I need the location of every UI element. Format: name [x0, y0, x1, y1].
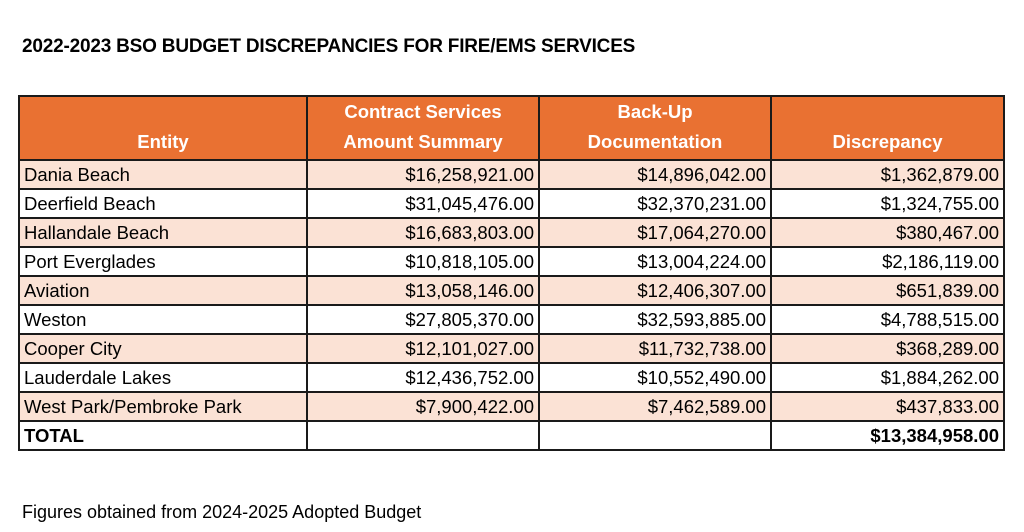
total-backup — [538, 420, 772, 451]
backup-cell: $14,896,042.00 — [538, 159, 772, 190]
discrepancy-cell: $380,467.00 — [770, 217, 1005, 248]
backup-cell: $13,004,224.00 — [538, 246, 772, 277]
table-row: Hallandale Beach $16,683,803.00 $17,064,27… — [18, 217, 1005, 248]
header-contract: Contract Services Amount Summary — [306, 95, 540, 161]
backup-cell: $12,406,307.00 — [538, 275, 772, 306]
budget-table: Entity Contract Services Amount Summary B… — [18, 95, 1005, 451]
total-label: TOTAL — [18, 420, 308, 451]
contract-cell: $16,258,921.00 — [306, 159, 540, 190]
header-discrepancy: Discrepancy — [770, 95, 1005, 161]
backup-cell: $32,593,885.00 — [538, 304, 772, 335]
discrepancy-cell: $437,833.00 — [770, 391, 1005, 422]
entity-cell: Deerfield Beach — [18, 188, 308, 219]
backup-cell: $32,370,231.00 — [538, 188, 772, 219]
contract-cell: $27,805,370.00 — [306, 304, 540, 335]
backup-cell: $7,462,589.00 — [538, 391, 772, 422]
contract-cell: $10,818,105.00 — [306, 246, 540, 277]
table-row: Port Everglades $10,818,105.00 $13,004,224… — [18, 246, 1005, 277]
backup-cell: $10,552,490.00 — [538, 362, 772, 393]
header-row: Entity Contract Services Amount Summary B… — [18, 95, 1005, 161]
contract-cell: $12,101,027.00 — [306, 333, 540, 364]
entity-cell: Cooper City — [18, 333, 308, 364]
backup-cell: $17,064,270.00 — [538, 217, 772, 248]
header-contract-line2: Amount Summary — [343, 131, 503, 152]
contract-cell: $13,058,146.00 — [306, 275, 540, 306]
entity-cell: Hallandale Beach — [18, 217, 308, 248]
entity-cell: Port Everglades — [18, 246, 308, 277]
entity-cell: Dania Beach — [18, 159, 308, 190]
contract-cell: $31,045,476.00 — [306, 188, 540, 219]
table-row: West Park/Pembroke Park $7,900,422.00 $7,4… — [18, 391, 1005, 422]
discrepancy-cell: $651,839.00 — [770, 275, 1005, 306]
discrepancy-cell: $1,324,755.00 — [770, 188, 1005, 219]
discrepancy-cell: $1,884,262.00 — [770, 362, 1005, 393]
table-row: Aviation $13,058,146.00 $12,406,307.00 $651… — [18, 275, 1005, 306]
backup-cell: $11,732,738.00 — [538, 333, 772, 364]
header-backup-line1: Back-Up — [617, 101, 693, 122]
contract-cell: $7,900,422.00 — [306, 391, 540, 422]
header-contract-line1: Contract Services — [344, 101, 502, 122]
contract-cell: $16,683,803.00 — [306, 217, 540, 248]
discrepancy-cell: $4,788,515.00 — [770, 304, 1005, 335]
entity-cell: Aviation — [18, 275, 308, 306]
table-row: Weston $27,805,370.00 $32,593,885.00 $4,788… — [18, 304, 1005, 335]
contract-cell: $12,436,752.00 — [306, 362, 540, 393]
table-row: Deerfield Beach $31,045,476.00 $32,370,231… — [18, 188, 1005, 219]
header-entity: Entity — [18, 95, 308, 161]
table-row: Lauderdale Lakes $12,436,752.00 $10,552,49… — [18, 362, 1005, 393]
entity-cell: Lauderdale Lakes — [18, 362, 308, 393]
table-row: Cooper City $12,101,027.00 $11,732,738.00 $… — [18, 333, 1005, 364]
discrepancy-cell: $1,362,879.00 — [770, 159, 1005, 190]
total-discrepancy: $13,384,958.00 — [770, 420, 1005, 451]
footnote: Figures obtained from 2024-2025 Adopted … — [22, 502, 422, 522]
entity-cell: Weston — [18, 304, 308, 335]
header-backup-line2: Documentation — [587, 131, 723, 152]
total-contract — [306, 420, 540, 451]
discrepancy-cell: $368,289.00 — [770, 333, 1005, 364]
total-row: TOTAL $13,384,958.00 — [18, 420, 1005, 451]
discrepancy-cell: $2,186,119.00 — [770, 246, 1005, 277]
table-row: Dania Beach $16,258,921.00 $14,896,042.00 $… — [18, 159, 1005, 190]
page-title: 2022-2023 BSO BUDGET DISCREPANCIES FOR F… — [22, 36, 636, 57]
entity-cell: West Park/Pembroke Park — [18, 391, 308, 422]
header-backup: Back-Up Documentation — [538, 95, 772, 161]
